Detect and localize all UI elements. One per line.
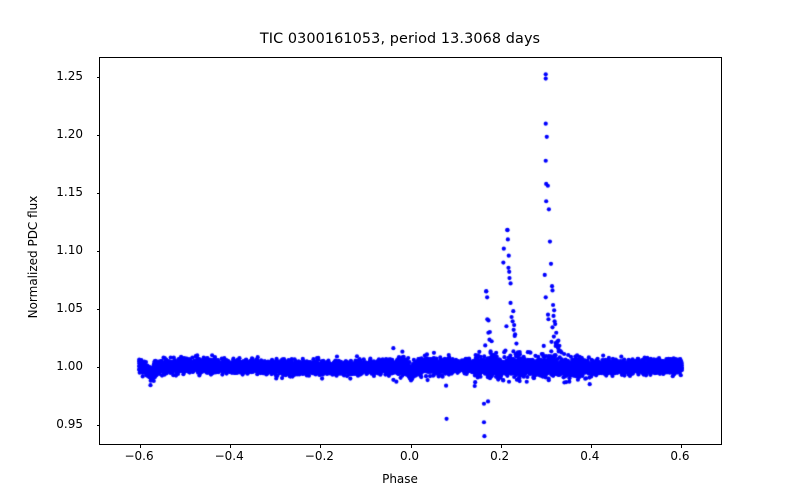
y-tick-mark [96,424,100,426]
y-tick-label: 1.20 [56,127,83,142]
x-tick-mark [410,444,412,448]
x-tick-mark [590,444,592,448]
x-axis-label: Phase [382,472,418,486]
scatter-plot-data-layer [100,58,721,444]
x-tick-label: 0.2 [490,449,510,463]
y-tick-label: 1.05 [56,300,83,315]
y-tick-mark [96,77,100,79]
x-tick-label: 0.6 [670,449,690,463]
x-tick-mark [140,444,142,448]
x-tick-label: 0.4 [580,449,600,463]
y-axis-tick-labels: 0.95 1.00 1.05 1.10 1.15 1.20 1.25 [0,0,91,500]
y-tick-mark [96,251,100,252]
y-tick-mark [96,366,100,368]
y-tick-label: 0.95 [56,416,83,431]
x-tick-label: −0.4 [214,449,244,463]
y-tick-mark [96,308,100,310]
x-tick-mark [320,444,322,448]
plot-title: TIC 0300161053, period 13.3068 days [259,31,541,47]
x-tick-label: −0.6 [124,449,154,463]
y-axis-label: Normalized PDC flux [26,195,40,319]
y-tick-mark [96,193,100,195]
x-tick-mark [230,444,232,448]
plot-axes-frame [96,57,722,448]
x-tick-label: −0.2 [304,449,334,463]
y-tick-label: 1.00 [56,358,83,373]
y-tick-mark [96,135,100,137]
y-tick-label: 1.10 [56,243,83,257]
x-tick-mark [680,444,682,448]
y-tick-label: 1.15 [56,185,83,200]
x-axis-tick-labels: −0.6 −0.4 −0.2 0.0 0.2 0.4 0.6 [0,449,800,469]
y-tick-label: 1.25 [56,69,83,84]
x-tick-mark [500,444,502,448]
x-tick-label: 0.0 [399,449,420,463]
